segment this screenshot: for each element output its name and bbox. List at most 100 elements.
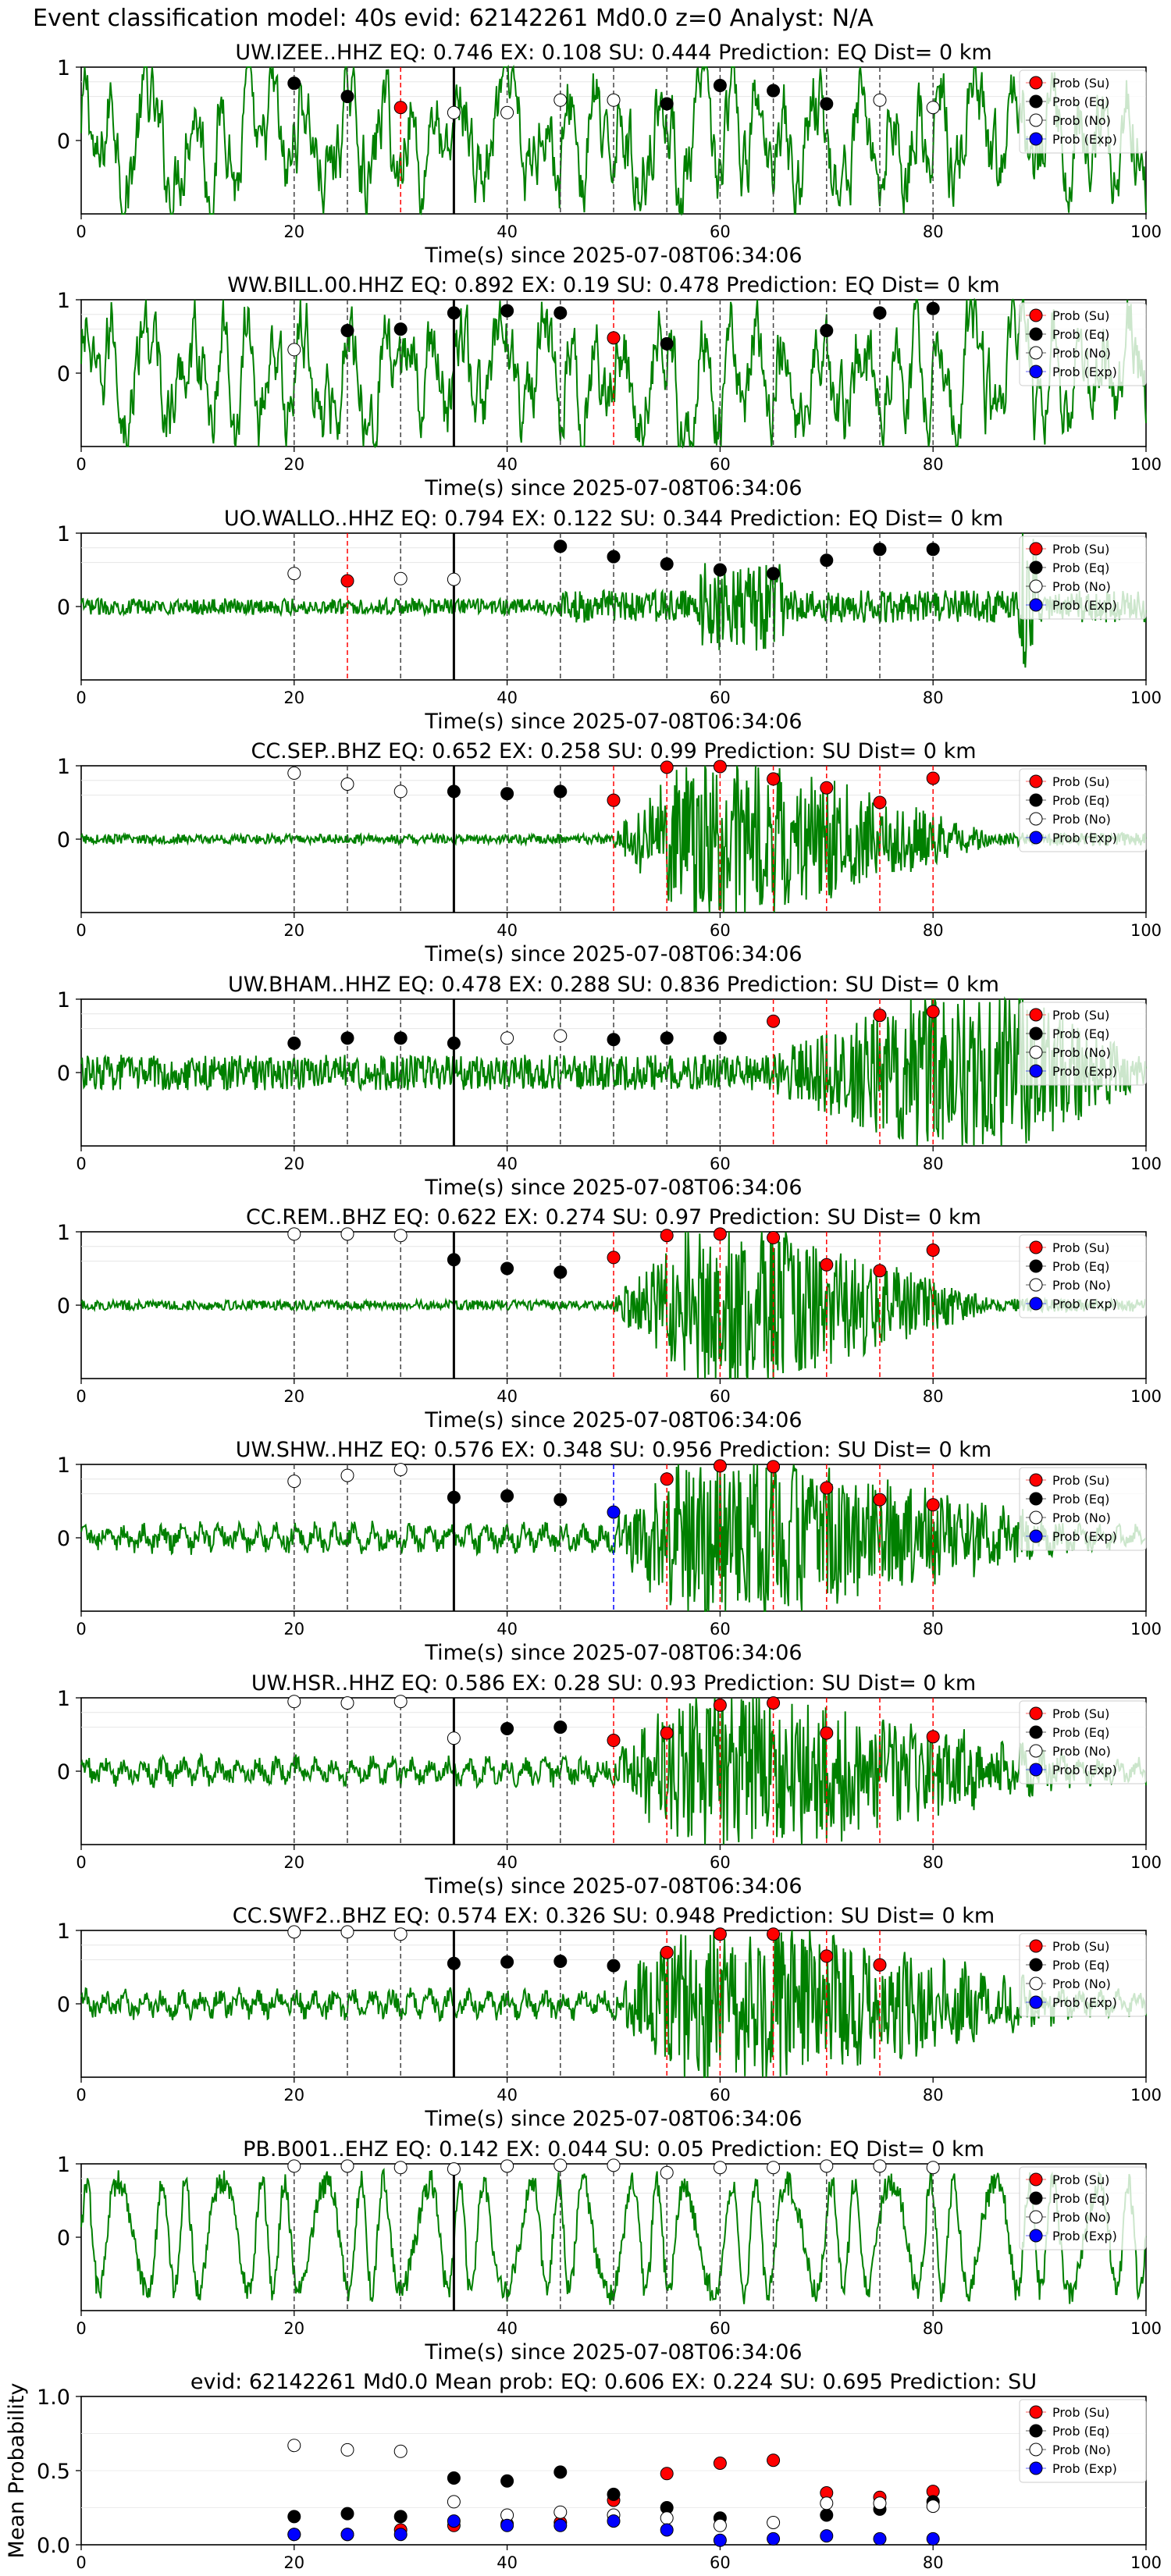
legend-marker-su: [1029, 1008, 1043, 1022]
prob-marker-su: [767, 1231, 781, 1245]
prob-marker-no: [553, 1029, 568, 1043]
mean-prob-point-no: [660, 2511, 674, 2525]
x-tick-label: 100: [1130, 1620, 1162, 1638]
legend-label-exp: Prob (Exp): [1052, 1064, 1117, 1079]
mean-prob-point-su: [660, 2467, 674, 2481]
mean-prob-point-exp: [713, 2533, 727, 2547]
prob-marker-eq: [873, 543, 887, 557]
x-tick-label: 60: [710, 455, 731, 474]
waveform-trace: [80, 532, 1147, 668]
y-tick-label: 0: [57, 130, 70, 154]
legend-marker-no: [1029, 1510, 1043, 1525]
legend-marker-exp: [1029, 2461, 1043, 2475]
prob-marker-su: [873, 795, 887, 809]
legend-label-su: Prob (Su): [1052, 774, 1109, 789]
prob-marker-eq: [660, 1031, 674, 1045]
legend-label-exp: Prob (Exp): [1052, 1297, 1117, 1311]
x-tick-label: 20: [283, 2319, 304, 2338]
legend-label-su: Prob (Su): [1052, 1706, 1109, 1721]
x-tick-label: 40: [497, 455, 518, 474]
y-tick-label: 1.0: [37, 2386, 70, 2410]
prob-marker-no: [447, 2162, 461, 2176]
station-panel: UO.WALLO..HHZ EQ: 0.794 EX: 0.122 SU: 0.…: [57, 507, 1162, 734]
legend-marker-exp: [1029, 365, 1043, 379]
prob-marker-no: [393, 1927, 408, 1941]
legend-marker-eq: [1029, 327, 1043, 341]
prob-marker-su: [767, 1927, 781, 1941]
prob-marker-eq: [340, 1031, 354, 1045]
legend-label-exp: Prob (Exp): [1052, 1995, 1117, 2010]
prob-marker-su: [660, 1472, 674, 1486]
y-tick-label: 0: [57, 1527, 70, 1551]
x-axis-label: Time(s) since 2025-07-08T06:34:06: [424, 1874, 802, 1898]
mean-prob-point-eq: [820, 2508, 834, 2522]
x-tick-label: 80: [923, 222, 944, 241]
legend-marker-su: [1029, 2405, 1043, 2419]
x-tick-label: 0: [76, 2319, 86, 2338]
waveform-trace: [80, 1231, 1147, 1379]
legend-label-no: Prob (No): [1052, 113, 1111, 128]
x-tick-label: 60: [710, 1620, 731, 1638]
prob-marker-eq: [607, 550, 621, 564]
legend-marker-exp: [1029, 1064, 1043, 1078]
prob-marker-no: [660, 2165, 674, 2179]
legend-marker-exp: [1029, 132, 1043, 146]
x-axis-label: Time(s) since 2025-07-08T06:34:06: [424, 1176, 802, 1200]
prob-marker-eq: [607, 1033, 621, 1047]
mean-prob-point-exp: [447, 2514, 461, 2528]
legend-label-su: Prob (Su): [1052, 1240, 1109, 1255]
x-tick-label: 80: [923, 455, 944, 474]
prob-marker-eq: [500, 1721, 514, 1735]
legend-label-no: Prob (No): [1052, 1510, 1111, 1525]
prob-marker-no: [926, 101, 940, 115]
x-tick-label: 20: [283, 1620, 304, 1638]
prob-marker-eq: [926, 543, 940, 557]
x-tick-label: 60: [710, 688, 731, 707]
y-tick-label: 1: [57, 988, 70, 1012]
prob-marker-eq: [553, 1954, 568, 1968]
panel-title: UW.BHAM..HHZ EQ: 0.478 EX: 0.288 SU: 0.8…: [228, 973, 999, 997]
prob-marker-su: [926, 771, 940, 785]
x-tick-label: 60: [710, 222, 731, 241]
station-panel: PB.B001..EHZ EQ: 0.142 EX: 0.044 SU: 0.0…: [57, 2137, 1162, 2364]
y-tick-label: 1: [57, 56, 70, 80]
x-tick-label: 0: [76, 1853, 86, 1872]
mean-prob-point-exp: [873, 2532, 887, 2546]
station-panel: WW.BILL.00.HHZ EQ: 0.892 EX: 0.19 SU: 0.…: [57, 273, 1162, 500]
prob-marker-eq: [553, 1265, 568, 1279]
x-tick-label: 100: [1130, 455, 1162, 474]
legend-label-exp: Prob (Exp): [1052, 2229, 1117, 2243]
panel-title: PB.B001..EHZ EQ: 0.142 EX: 0.044 SU: 0.0…: [243, 2137, 984, 2161]
mean-prob-point-eq: [553, 2465, 568, 2479]
prob-marker-no: [926, 2161, 940, 2175]
mean-prob-point-exp: [660, 2523, 674, 2537]
prob-marker-no: [340, 1468, 354, 1482]
legend-label-eq: Prob (Eq): [1052, 1958, 1109, 1973]
legend-label-exp: Prob (Exp): [1052, 1529, 1117, 1544]
x-tick-label: 100: [1130, 2086, 1162, 2105]
legend-marker-eq: [1029, 1492, 1043, 1506]
prob-marker-eq: [500, 304, 514, 318]
x-tick-label: 0: [76, 222, 86, 241]
panel-title: WW.BILL.00.HHZ EQ: 0.892 EX: 0.19 SU: 0.…: [227, 273, 999, 297]
prob-marker-no: [820, 2159, 834, 2173]
legend-marker-exp: [1029, 598, 1043, 612]
panel-title: UO.WALLO..HHZ EQ: 0.794 EX: 0.122 SU: 0.…: [224, 507, 1003, 531]
mean-prob-point-no: [393, 2444, 408, 2458]
prob-marker-eq: [820, 323, 834, 337]
prob-marker-su: [660, 1726, 674, 1740]
mean-prob-point-exp: [340, 2528, 354, 2542]
prob-marker-su: [767, 1014, 781, 1028]
prob-marker-eq: [393, 322, 408, 336]
mean-prob-point-eq: [287, 2510, 301, 2524]
prob-marker-eq: [660, 336, 674, 350]
prob-marker-eq: [500, 1489, 514, 1503]
legend-box: [1019, 69, 1147, 154]
legend-box: [1019, 1002, 1147, 1086]
mean-prob-point-exp: [820, 2529, 834, 2543]
y-tick-label: 0: [57, 596, 70, 620]
mean-prob-point-no: [553, 2505, 568, 2519]
y-tick-label: 0: [57, 1993, 70, 2017]
legend-marker-no: [1029, 579, 1043, 593]
legend-box: [1019, 2166, 1147, 2250]
